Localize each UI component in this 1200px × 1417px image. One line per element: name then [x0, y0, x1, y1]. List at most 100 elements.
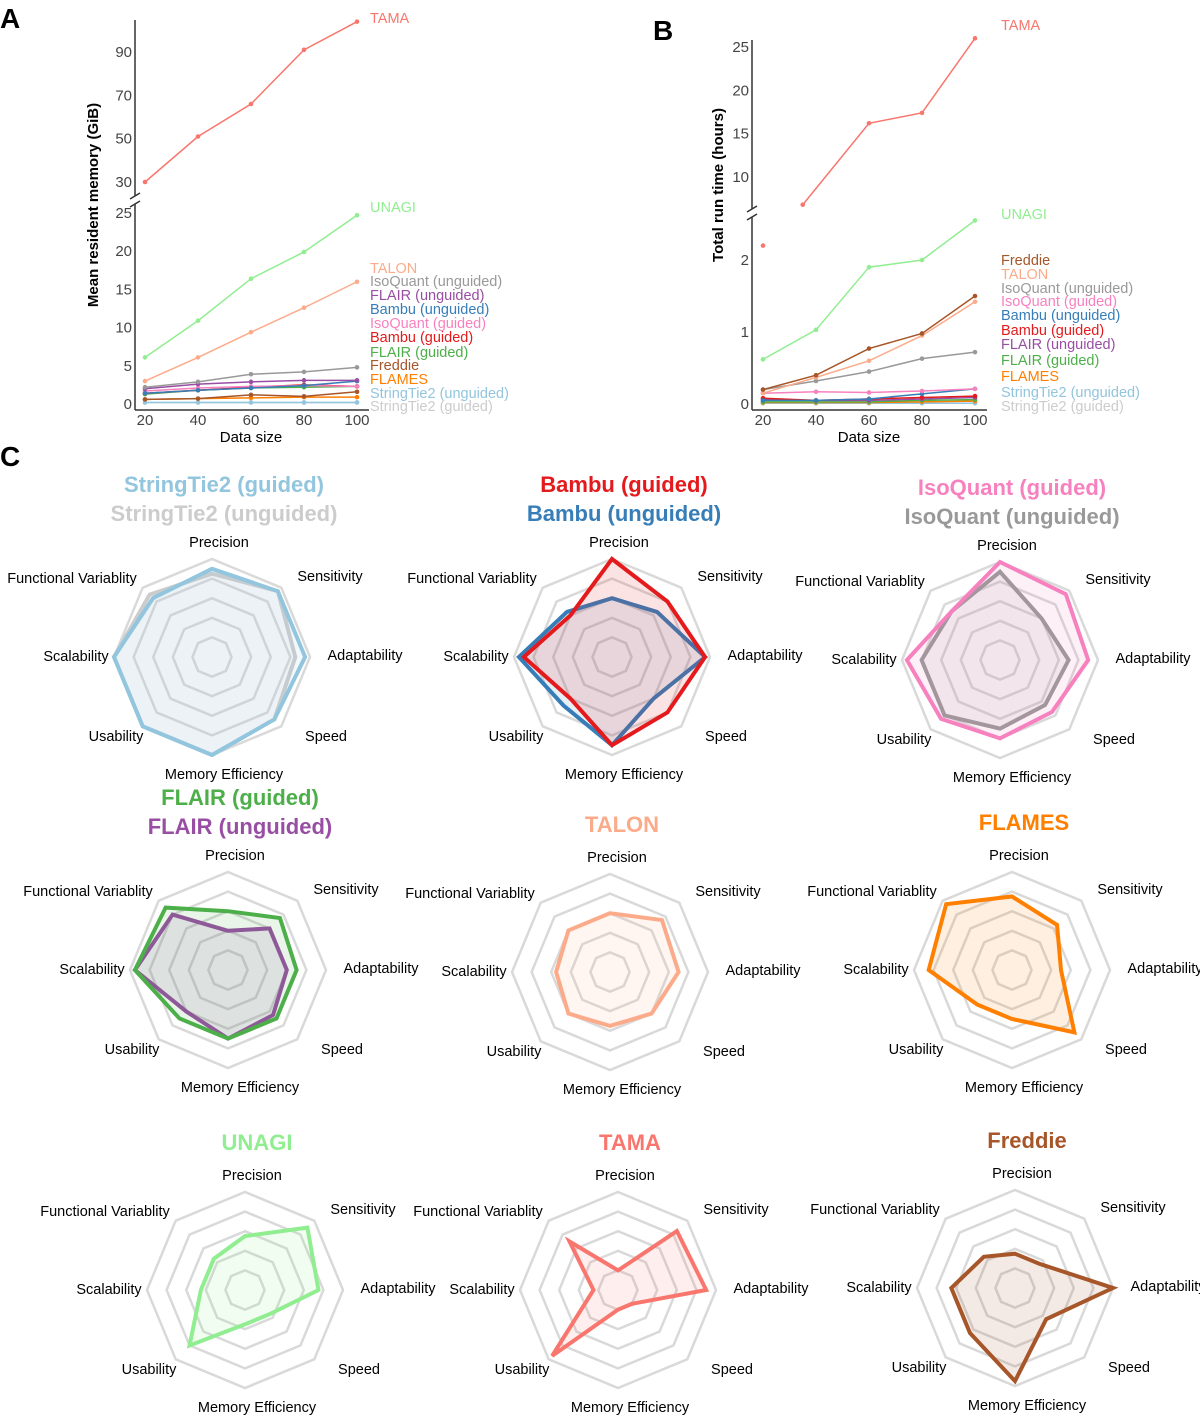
y-tick-label: 25 [115, 205, 132, 222]
panel-a-memory-chart: 20 40 60 80 100 30 50 70 90 0 5 10 15 20 25 Data size Me… [85, 11, 509, 446]
radar-axis-label: Usability [489, 729, 545, 745]
radar-axis-label: Memory Efficiency [181, 1080, 300, 1096]
radar-grid-ring [557, 1229, 679, 1351]
x-tick-label: 20 [755, 412, 772, 429]
x-tick-label: 40 [808, 412, 825, 429]
radar-axis-label: Scalability [59, 962, 125, 978]
radar-title: StringTie2 (guided) [124, 472, 324, 497]
data-point [248, 329, 254, 335]
y-axis-title: Total run time (hours) [710, 108, 727, 262]
radar-axis-label: Speed [711, 1362, 753, 1378]
data-point [972, 349, 978, 355]
data-point [760, 398, 766, 403]
radar-grid-ring [959, 619, 1041, 701]
radar-axis-label: Sensitivity [1085, 572, 1151, 588]
data-point [919, 257, 925, 263]
radar-grid-ring [132, 577, 292, 737]
y-tick-label: 15 [732, 126, 749, 143]
data-point [142, 391, 148, 396]
data-point [248, 385, 254, 391]
radar-series-tama [550, 1228, 710, 1358]
radar-axis-label: Speed [1093, 732, 1135, 748]
data-point [972, 218, 978, 223]
radar-grid-ring [148, 890, 308, 1050]
data-point [195, 400, 201, 405]
radar-axis-label: Precision [589, 535, 649, 551]
radar-axis-label: Usability [495, 1362, 551, 1378]
radar-axis-label: Usability [105, 1042, 161, 1058]
legend-entry: FLAIR (unguided) [1001, 337, 1115, 353]
radar-axis-label: Precision [595, 1168, 655, 1184]
radar-chart-flames: FLAMES Precision Sensitivity Adaptability Sp… [807, 810, 1200, 1096]
radar-axis-label: Speed [338, 1362, 380, 1378]
legend-entry: Bambu (guided) [370, 330, 473, 346]
radar-grid-ring [589, 951, 631, 993]
y-tick-label: 1 [741, 324, 749, 341]
radar-axis-label: Sensitivity [1097, 882, 1163, 898]
radar-title: TAMA [599, 1130, 661, 1155]
x-axis-title: Data size [838, 429, 901, 446]
data-point [972, 393, 978, 399]
radar-axis-label: Precision [205, 848, 265, 864]
radar-axis-label: Speed [705, 729, 747, 745]
series-line-tama [802, 37, 976, 206]
legend-entry: IsoQuant (guided) [1001, 294, 1117, 310]
radar-axis-label: Sensitivity [1100, 1200, 1166, 1216]
radar-axis-label: Functional Variablity [7, 571, 137, 587]
radar-series-flames [926, 894, 1077, 1035]
y-tick-label: 0 [741, 396, 749, 413]
radar-axis-label: Functional Variablity [40, 1204, 170, 1220]
radar-chart-isoquant-guided-: IsoQuant (guided) IsoQuant (unguided) Prec… [795, 475, 1191, 786]
data-point [972, 386, 978, 392]
panel-label-c: C [0, 441, 20, 472]
radar-grid-ring [979, 639, 1021, 681]
radar-axis-label: Usability [892, 1360, 948, 1376]
data-point [972, 299, 978, 305]
legend-entry: UNAGI [370, 200, 416, 216]
legend-entry: TAMA [1001, 18, 1041, 34]
y-tick-label: 70 [115, 87, 132, 104]
legend-entry: IsoQuant (guided) [370, 316, 486, 332]
radar-axis-label: Memory Efficiency [165, 767, 284, 783]
radar-chart-tama: TAMA Precision Sensitivity Adaptability Spee… [413, 1130, 809, 1416]
data-point [919, 395, 925, 400]
data-point [354, 389, 360, 395]
data-point [248, 379, 254, 385]
radar-grid-ring [187, 929, 269, 1011]
radar-axis-label: Usability [89, 729, 145, 745]
y-tick-label: 30 [115, 174, 132, 191]
radar-grid-ring [145, 1190, 345, 1390]
legend-entry: FLAIR (guided) [1001, 353, 1099, 369]
radar-axis-label: Precision [587, 850, 647, 866]
legend-entry: Bambu (guided) [1001, 323, 1104, 339]
radar-series-stringtie2-guided- [111, 566, 308, 758]
radar-axis-label: Sensitivity [703, 1202, 769, 1218]
data-point [919, 110, 925, 116]
data-point [866, 369, 872, 374]
data-point [248, 400, 254, 405]
radar-axis-label: Usability [889, 1042, 945, 1058]
data-point [813, 372, 819, 378]
radar-axis-label: Usability [877, 732, 933, 748]
radar-axis-label: Memory Efficiency [965, 1080, 1084, 1096]
radar-title: IsoQuant (guided) [918, 475, 1106, 500]
radar-axis-label: Precision [189, 535, 249, 551]
radar-axis-label: Scalability [449, 1282, 515, 1298]
radar-axis-label: Adaptability [1116, 651, 1192, 667]
legend-entry: UNAGI [1001, 207, 1047, 223]
radar-axis-label: Sensitivity [697, 569, 763, 585]
radar-axis-label: Speed [321, 1042, 363, 1058]
series-line-unagi [144, 214, 358, 359]
y-tick-label: 50 [115, 131, 132, 148]
radar-grid-ring [530, 892, 690, 1052]
legend-entry: FLAIR (guided) [370, 345, 468, 361]
data-point [142, 384, 148, 390]
radar-axis-label: Memory Efficiency [968, 1398, 1087, 1414]
data-point [972, 36, 978, 41]
radar-grid-ring [171, 616, 253, 698]
radar-grid-ring [591, 636, 633, 678]
x-tick-label: 60 [243, 412, 260, 429]
radar-axis-label: Scalability [843, 962, 909, 978]
radar-axis-label: Scalability [76, 1282, 142, 1298]
radar-grid-ring [994, 1267, 1036, 1309]
